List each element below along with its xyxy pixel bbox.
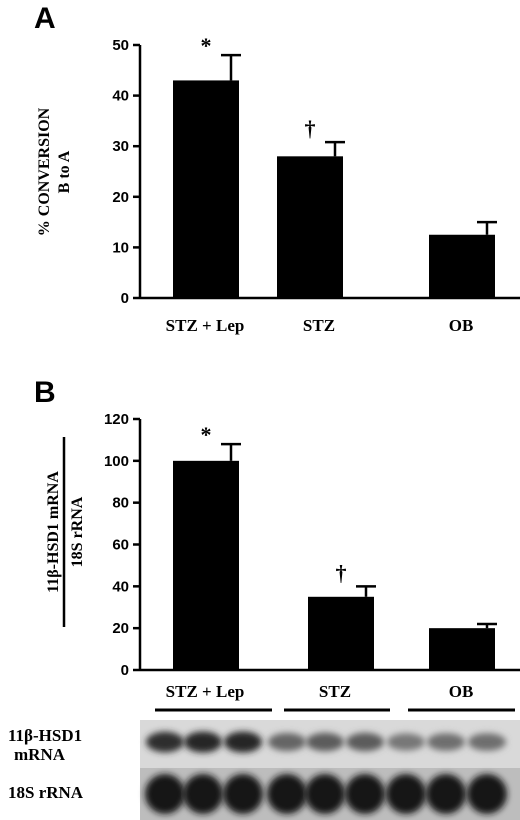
panel-b-category-label: STZ + Lep [166,682,245,701]
panel-b-y-tick-label: 0 [121,662,129,679]
blot-rows [140,720,520,820]
panel-b-bar [429,628,495,670]
panel-b-category-label: OB [449,682,474,701]
panel-a-y-tick-label: 20 [112,189,129,206]
panel-a-letter: A [34,2,56,35]
panel-a-significance-mark: * [201,33,212,58]
panel-b-significance-mark: * [201,422,212,447]
blot-band [467,774,507,814]
panel-a-significance-mark: † [305,116,316,141]
blot-row-label-hsd1-line-1: 11β-HSD1 [8,726,82,745]
panel-a-y-axis-label-line-1: % CONVERSION [36,107,53,236]
blot-band [146,731,184,753]
blot-band [224,731,262,753]
panel-b-y-tick-label: 100 [104,453,129,470]
blot-band [345,774,385,814]
blot-row-label-18s: 18S rRNA [8,783,84,802]
panel-a-category-label: OB [449,316,474,335]
panel-a-y-tick-label: 30 [112,138,129,155]
blot-band [184,731,222,753]
panel-b-y-tick-label: 80 [112,495,129,512]
panel-a-bars: * STZ + Lep † STZ OB [166,33,497,335]
panel-b-letter: B [34,376,56,409]
panel-b-significance-mark: † [336,560,347,585]
blot-band [183,774,223,814]
panel-b-y-tick-label: 40 [112,578,129,595]
panel-b-y-tick-label: 20 [112,620,129,637]
panel-b-y-tick-label: 60 [112,537,129,554]
blot-band [386,774,426,814]
panel-a-category-label: STZ + Lep [166,316,245,335]
panel-a-category-label: STZ [303,316,335,335]
blot-band [426,774,466,814]
blot-band [223,774,263,814]
panel-a-bar [277,156,343,298]
blot-band [145,774,185,814]
blot-band [346,732,384,752]
blot-band [268,732,306,752]
panel-b-category-label: STZ [319,682,351,701]
panel-b-y-axis-label: 11β-HSD1 mRNA 18S rRNA [45,437,86,627]
panel-b-y-label-denominator: 18S rRNA [69,496,86,567]
blot-row-label-hsd1-line-2: mRNA [14,745,66,764]
blot-band [267,774,307,814]
panel-a-bar [173,80,239,298]
blot-band [306,732,344,752]
panel-a-y-axis-label-line-2: B to A [56,150,73,193]
blot-band [387,733,425,751]
blot-band [427,733,465,751]
panel-a-y-axis-label: % CONVERSION B to A [36,107,73,236]
panel-b-bar [308,596,374,670]
panel-a-bar [429,234,495,298]
panel-b-bars: * STZ + Lep † STZ OB [155,422,515,712]
panel-a-y-tick-label: 0 [121,290,129,307]
panel-a-y-tick-label: 50 [112,37,129,54]
panel-a: A % CONVERSION B to A 0 10 20 30 40 50 * STZ +… [34,2,520,335]
panel-a-y-tick-label: 10 [112,239,129,256]
panel-b-bar [173,460,239,670]
panel-b-y-label-numerator: 11β-HSD1 mRNA [45,471,62,593]
panel-b-y-tick-label: 120 [104,411,129,428]
blot-band [468,733,506,751]
panel-a-y-tick-label: 40 [112,88,129,105]
panel-b: B 11β-HSD1 mRNA 18S rRNA 0 20 40 60 80 100 120… [34,376,520,712]
blot-row-labels: 11β-HSD1 mRNA 18S rRNA [8,726,84,802]
blot-band [305,774,345,814]
northern-blot: 11β-HSD1 mRNA 18S rRNA [8,720,520,820]
